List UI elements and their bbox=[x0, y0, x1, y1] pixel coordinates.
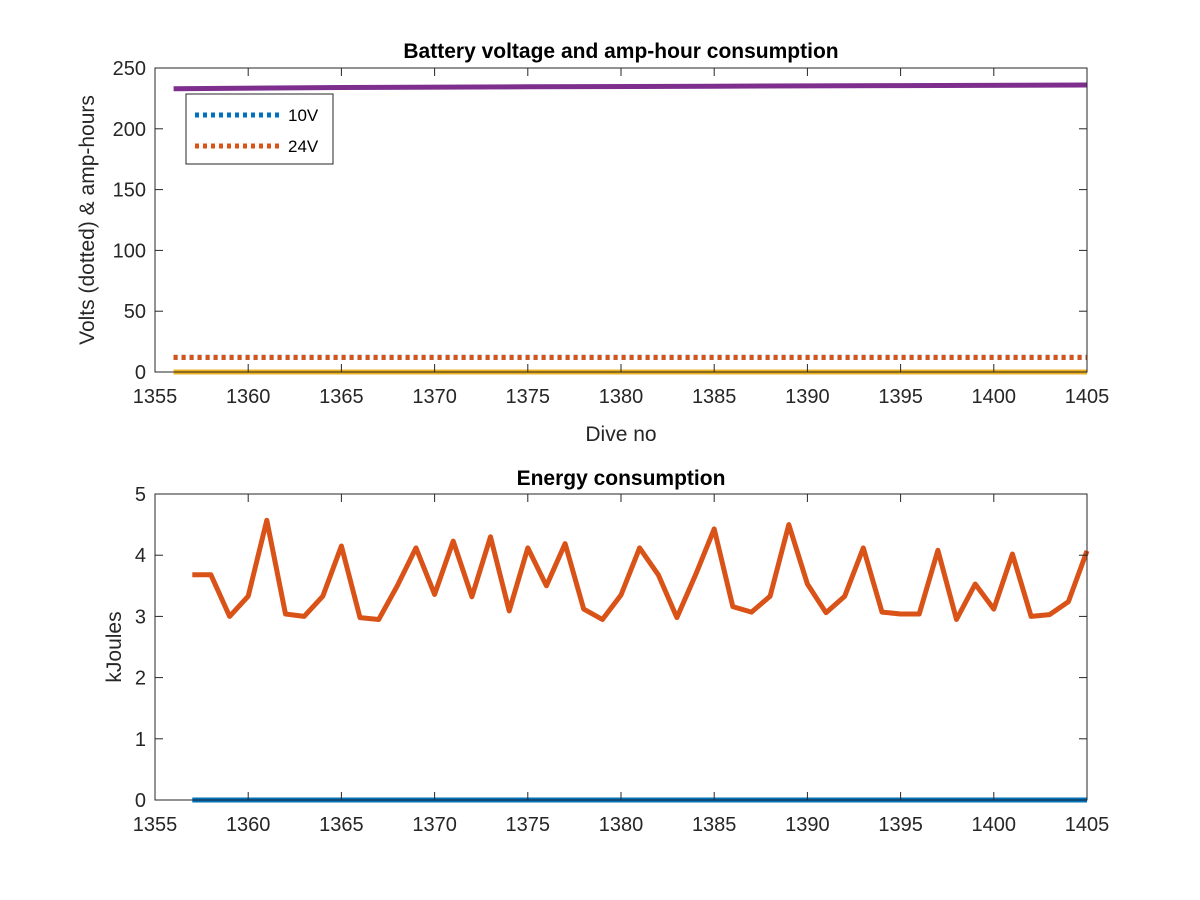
x-axis-label: Dive no bbox=[585, 423, 656, 446]
y-tick-label: 2 bbox=[135, 668, 146, 690]
y-tick-label: 200 bbox=[113, 119, 146, 141]
y-tick-label: 3 bbox=[135, 606, 146, 628]
x-tick-label: 1355 bbox=[133, 814, 178, 836]
plot-area bbox=[155, 494, 1087, 800]
y-axis-label: Volts (dotted) & amp-hours bbox=[76, 95, 99, 345]
legend-label-24v: 24V bbox=[288, 137, 319, 156]
x-tick-label: 1365 bbox=[319, 814, 364, 836]
x-tick-label: 1395 bbox=[878, 386, 923, 408]
x-tick-label: 1380 bbox=[599, 386, 644, 408]
x-tick-label: 1405 bbox=[1065, 814, 1110, 836]
x-tick-label: 1385 bbox=[692, 814, 737, 836]
y-tick-label: 0 bbox=[135, 362, 146, 384]
x-tick-label: 1390 bbox=[785, 814, 830, 836]
energy-consumption-plot: 1355 1360 1365 1370 1375 1380 1385 1390 1395 1400… bbox=[103, 467, 1109, 836]
y-tick-label: 250 bbox=[113, 58, 146, 80]
x-tick-label: 1390 bbox=[785, 386, 830, 408]
x-tick-label: 1360 bbox=[226, 386, 271, 408]
x-tick-label: 1375 bbox=[506, 814, 551, 836]
battery-voltage-plot: 1355 1360 1365 1370 1375 1380 1385 1390 1395 1400… bbox=[76, 40, 1109, 446]
x-tick-label: 1395 bbox=[878, 814, 923, 836]
y-tick-label: 50 bbox=[124, 301, 146, 323]
legend-label-10v: 10V bbox=[288, 106, 319, 125]
series-line-3 bbox=[173, 82, 1088, 92]
y-tick-label: 0 bbox=[135, 790, 146, 812]
x-tick-label: 1400 bbox=[972, 386, 1017, 408]
y-tick-label: 1 bbox=[135, 729, 146, 751]
legend-box bbox=[185, 93, 334, 165]
x-tick-label: 1370 bbox=[412, 814, 457, 836]
y-tick-label: 150 bbox=[113, 180, 146, 202]
x-tick-label: 1405 bbox=[1065, 386, 1110, 408]
x-tick-label: 1380 bbox=[599, 814, 644, 836]
y-axis-label: kJoules bbox=[103, 611, 126, 682]
x-tick-label: 1400 bbox=[972, 814, 1017, 836]
axis-ticks: 1355 1360 1365 1370 1375 1380 1385 1390 1395 1400… bbox=[113, 58, 1110, 408]
axis-ticks: 1355 1360 1365 1370 1375 1380 1385 1390 1395 1400… bbox=[133, 484, 1110, 836]
y-tick-label: 100 bbox=[113, 240, 146, 262]
chart-title: Battery voltage and amp-hour consumption bbox=[403, 40, 838, 63]
x-tick-label: 1365 bbox=[319, 386, 364, 408]
x-tick-label: 1355 bbox=[133, 386, 178, 408]
x-tick-label: 1375 bbox=[506, 386, 551, 408]
x-tick-label: 1385 bbox=[692, 386, 737, 408]
x-tick-label: 1360 bbox=[226, 814, 271, 836]
series-line-1 bbox=[192, 517, 1090, 622]
y-tick-label: 4 bbox=[135, 545, 146, 567]
legend: 10V 24V bbox=[185, 93, 334, 165]
y-tick-label: 5 bbox=[135, 484, 146, 506]
x-tick-label: 1370 bbox=[412, 386, 457, 408]
chart-title: Energy consumption bbox=[517, 467, 726, 490]
